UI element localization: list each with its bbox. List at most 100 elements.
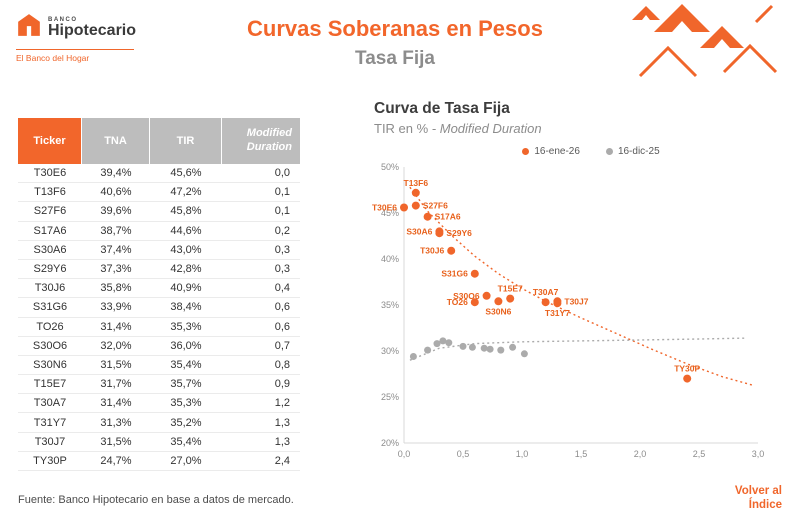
data-point [439,337,447,345]
data-point-label: T30E6 [372,203,397,213]
table-header-modified-duration: Modified Duration [222,118,300,164]
table-cell: 0,8 [274,358,290,371]
table-cell: 35,3% [170,397,202,410]
table-header-ticker: Ticker [18,118,82,164]
table-cell: T30A7 [33,397,67,410]
table-cell: 35,4% [170,435,202,448]
table-header-tir: TIR [150,118,222,164]
table-cell: T13F6 [34,186,66,199]
data-point-label: S30A6 [406,226,432,236]
table-cell: 0,1 [274,186,290,199]
legend-label: 16-dic-25 [617,146,660,157]
table-cell: 37,4% [100,243,132,256]
data-point [470,298,479,307]
data-point-label: TY30P [674,364,700,374]
table-cell: 27,0% [170,454,202,467]
table-cell: S31G6 [32,301,68,314]
chart-subtitle: TIR en % - Modified Duration [374,121,790,136]
x-tick-label: 0,5 [457,449,470,459]
bond-table: Ticker TNA TIR Modified Duration T30E6 39… [18,118,300,471]
table-cell: T15E7 [33,378,67,391]
table-cell: 0,9 [274,378,290,391]
table-cell: 31,5% [100,358,132,371]
logo-name-text: Hipotecario [48,21,137,39]
table-row: T30E6 39,4% 45,6% 0,0 [18,164,300,184]
table-header-row: Ticker TNA TIR Modified Duration [18,118,300,164]
legend-label: 16-ene-26 [534,146,580,157]
data-point [447,246,456,255]
table-cell: 35,7% [170,378,202,391]
data-point [497,346,505,354]
table-cell: T30J7 [34,435,66,448]
data-point-label: S30N6 [485,306,511,316]
data-point [480,344,488,352]
x-tick-label: 1,5 [575,449,588,459]
y-tick-label: 30% [381,346,399,356]
table-row: T30A7 31,4% 35,3% 1,2 [18,394,300,414]
data-point [468,343,476,351]
x-tick-label: 2,0 [634,449,647,459]
x-tick-label: 2,5 [693,449,706,459]
data-point [520,350,528,358]
table-cell: 0,6 [274,301,290,314]
trendline [409,186,753,386]
table-header-tna: TNA [82,118,150,164]
table-cell: 0,3 [274,243,290,256]
data-point [424,346,432,354]
table-row: T31Y7 31,3% 35,2% 1,3 [18,413,300,433]
table-cell: 0,2 [274,224,290,237]
data-point [486,345,494,353]
table-cell: 35,8% [100,282,132,295]
data-point [411,201,420,210]
table-cell: TO26 [36,320,64,333]
data-point [509,343,517,351]
data-point-label: T15E7 [498,284,523,294]
table-cell: T30J6 [34,282,66,295]
y-tick-label: 25% [381,392,399,402]
table-cell: 0,1 [274,205,290,218]
table-cell: 36,0% [170,339,202,352]
y-tick-label: 50% [381,162,399,172]
data-point [411,188,420,197]
house-logo-icon [16,12,42,43]
table-cell: 31,3% [100,416,132,429]
table-row: T30J7 31,5% 35,4% 1,3 [18,433,300,452]
legend-item: 16-dic-25 [605,146,660,157]
y-tick-label: 35% [381,300,399,310]
table-row: TO26 31,4% 35,3% 0,6 [18,318,300,337]
table-cell: 35,3% [170,320,202,333]
table-cell: T31Y7 [33,416,67,429]
data-point [445,339,453,347]
table-cell: 40,9% [170,282,202,295]
chart-subtitle-plain: TIR en % [374,121,432,136]
page-subtitle: Tasa Fija [355,48,435,70]
data-point [423,212,432,221]
bond-table-body: T30E6 39,4% 45,6% 0,0 T13F6 40,6% 47,2% 0,1 S27F… [18,164,300,471]
data-point-label: S31G6 [441,269,468,279]
data-point [459,342,467,350]
curve-chart-section: Curva de Tasa Fija TIR en % - Modified D… [362,100,790,474]
table-cell: 47,2% [170,186,202,199]
data-point [400,203,408,212]
table-cell: 0,7 [274,339,290,352]
data-point [494,297,503,306]
data-point-label: S29Y6 [446,228,472,238]
table-cell: 31,4% [100,320,132,333]
data-point [435,229,444,238]
table-cell: 24,7% [100,454,132,467]
data-point-label: T13F6 [404,178,429,188]
table-cell: S29Y6 [33,263,67,276]
table-cell: 1,2 [274,397,290,410]
table-cell: 31,5% [100,435,132,448]
bank-logo: BANCO Hipotecario El Banco del Hogar [16,12,136,63]
page-title: Curvas Soberanas en Pesos [247,16,543,41]
table-row: S30N6 31,5% 35,4% 0,8 [18,356,300,376]
table-cell: 1,3 [274,435,290,448]
table-cell: 44,6% [170,224,202,237]
table-row: S30O6 32,0% 36,0% 0,7 [18,337,300,356]
back-to-index-link[interactable]: Volver al Índice [734,485,782,512]
y-tick-label: 20% [381,438,399,448]
table-cell: S27F6 [33,205,67,218]
table-row: TY30P 24,7% 27,0% 2,4 [18,452,300,471]
table-cell: TY30P [33,454,67,467]
